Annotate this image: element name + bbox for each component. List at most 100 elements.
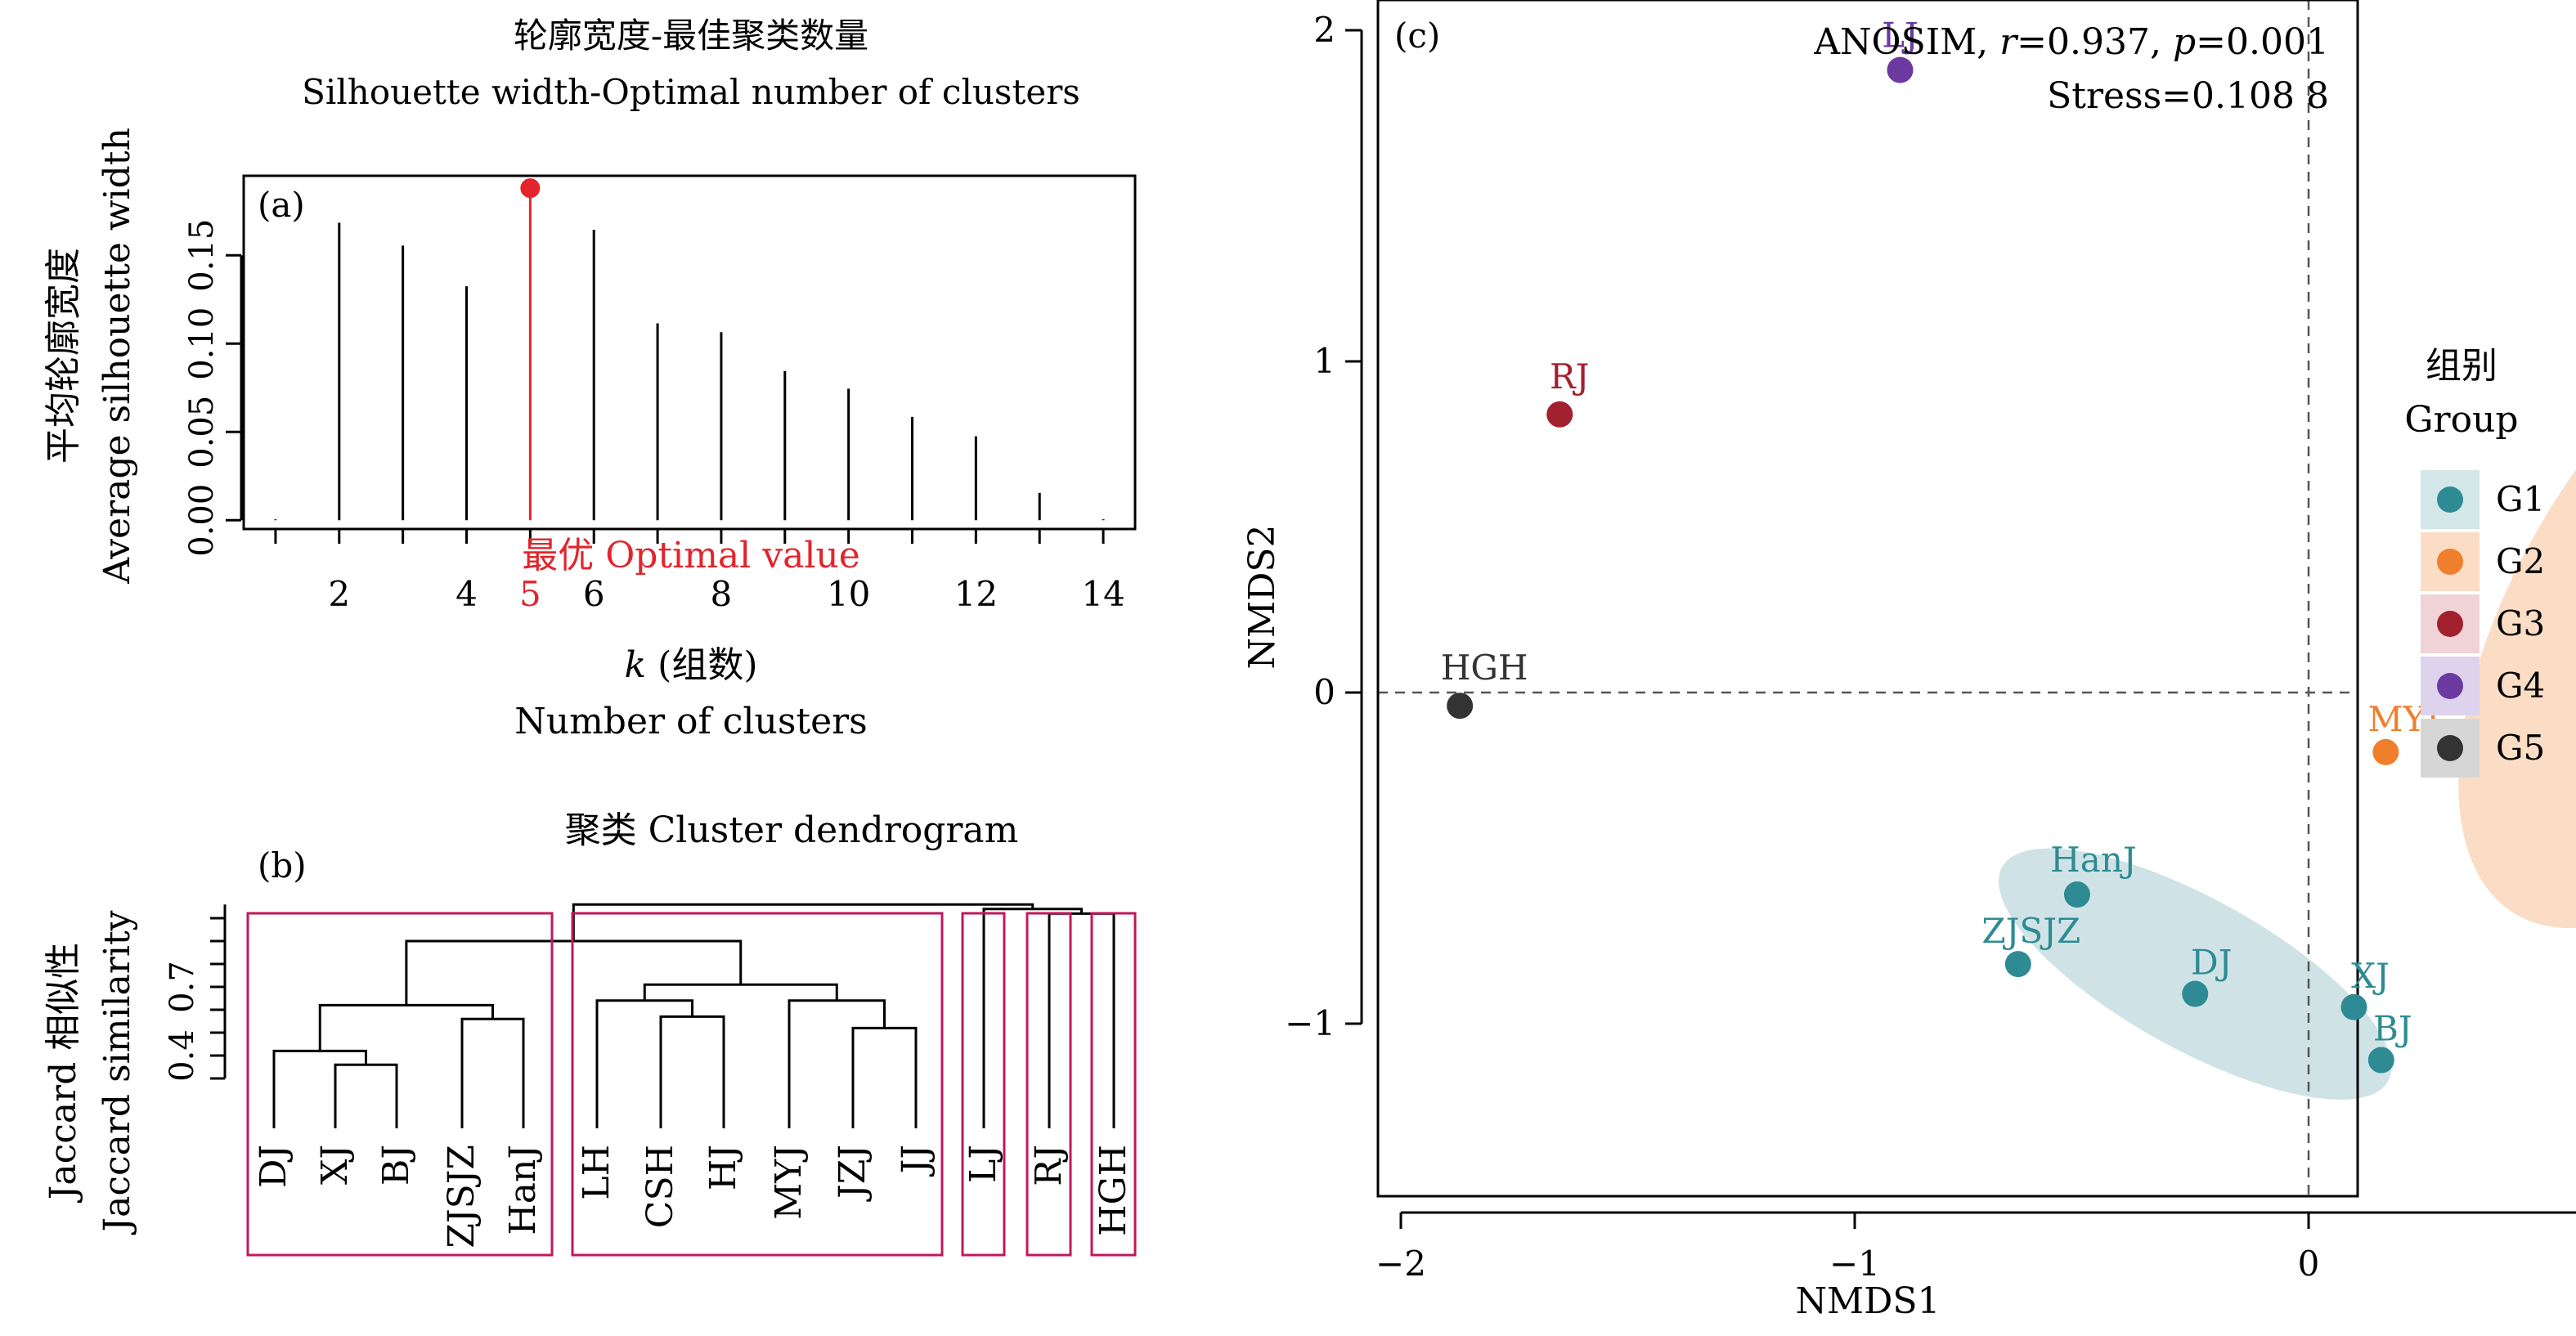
legend-title-en: Group xyxy=(2404,399,2518,441)
panel-c-stress: Stress=0.108 8 xyxy=(2047,75,2329,117)
legend-label-G5: G5 xyxy=(2496,728,2545,768)
panel-b-y-tick-label-0.7: 0.7 xyxy=(164,961,201,1013)
legend-title-cn: 组别 xyxy=(2426,345,2497,387)
leaf-label-DJ: DJ xyxy=(253,1145,294,1188)
panel-c-x-tick-label-0: −2 xyxy=(1376,1244,1426,1284)
point-MYJ xyxy=(2372,738,2399,765)
panel-c-points: HanJZJSJZDJXJBJLHHJCSHJJJZJMYJRJLJHGH xyxy=(1441,16,2439,1074)
optimal-point xyxy=(520,178,541,199)
point-label-BJ: BJ xyxy=(2373,1009,2412,1049)
legend-label-G1: G1 xyxy=(2496,479,2545,519)
point-LJ xyxy=(1887,56,1914,83)
point-BJ xyxy=(2367,1047,2394,1074)
panel-a: 轮廓宽度-最佳聚类数量 Silhouette width-Optimal num… xyxy=(43,16,1137,742)
panel-a-ylabel-en: Average silhouette width xyxy=(96,128,138,585)
panel-c-reference-lines xyxy=(1378,0,2358,1196)
point-label-RJ: RJ xyxy=(1550,356,1589,397)
panel-a-x-tick-label-14: 14 xyxy=(1081,574,1124,614)
cluster-box-4 xyxy=(1025,912,1072,1257)
leaf-label-BJ: BJ xyxy=(375,1145,417,1186)
point-label-DJ: DJ xyxy=(2191,943,2233,983)
point-label-HanJ: HanJ xyxy=(2050,840,2137,880)
legend-label-G2: G2 xyxy=(2496,541,2545,581)
panel-c-plot-frame xyxy=(1376,0,2359,1198)
panel-a-optimal-label: 最优 Optimal value xyxy=(522,535,860,576)
point-label-ZJSJZ: ZJSJZ xyxy=(1981,911,2080,951)
legend-swatch-G1 xyxy=(2437,486,2463,513)
leaf-label-RJ: RJ xyxy=(1028,1145,1070,1186)
point-label-XJ: XJ xyxy=(2351,956,2390,996)
leaf-label-HanJ: HanJ xyxy=(502,1145,544,1235)
panel-a-x-tick-label-2: 2 xyxy=(328,574,350,614)
panel-a-x-tick-label-6: 6 xyxy=(583,574,605,614)
panel-a-y-axis: 0.00 0.05 0.10 0.15 xyxy=(183,219,243,557)
panel-a-y-tick-label-0.10: 0.10 xyxy=(183,307,221,380)
legend-label-G4: G4 xyxy=(2496,666,2545,706)
panel-c-ylabel: NMDS2 xyxy=(1241,525,1283,670)
legend-label-G3: G3 xyxy=(2496,603,2545,643)
point-label-HGH: HGH xyxy=(1441,648,1528,688)
dendrogram-merge-8 xyxy=(788,999,886,1128)
panel-c-tag: (c) xyxy=(1394,16,1440,56)
panel-b-dendrogram xyxy=(272,903,1115,1128)
panel-c-y-tick-label-2: 0 xyxy=(1313,672,1335,712)
panel-b-y-tick-label-0.4: 0.4 xyxy=(164,1029,201,1082)
panel-a-x-axis: 2 4 6 8 10 12 14 5 xyxy=(274,527,1125,614)
panel-b-leaf-labels: DJ XJ BJ ZJSJZ HanJ LH CSH HJ MYJ JZJ JJ LJ RJ HGH xyxy=(253,1145,1134,1249)
panel-c-y-tick-label-0: 2 xyxy=(1313,10,1335,50)
panel-a-bars xyxy=(274,178,1105,521)
point-XJ xyxy=(2340,993,2367,1020)
point-ZJSJZ xyxy=(2004,951,2031,978)
panel-c-y-tick-label-3: −1 xyxy=(1285,1003,1335,1043)
panel-b-ylabel-cn: Jaccard 相似性 xyxy=(43,943,84,1204)
panel-c-x-tick-label-2: 0 xyxy=(2298,1244,2320,1284)
legend-swatch-G4 xyxy=(2437,673,2463,699)
dendrogram-merge-11 xyxy=(1048,912,1115,1128)
point-HGH xyxy=(1447,693,1474,720)
dendrogram-merge-4 xyxy=(318,1003,494,1051)
panel-a-x-tick-label-10: 10 xyxy=(827,574,870,614)
panel-a-x-tick-label-12: 12 xyxy=(954,574,998,614)
dendrogram-merge-13 xyxy=(572,903,1034,941)
leaf-label-LJ: LJ xyxy=(963,1145,1004,1183)
point-label-LJ: LJ xyxy=(1882,16,1919,56)
leaf-label-XJ: XJ xyxy=(314,1145,356,1185)
panel-b-group-boxes xyxy=(246,912,1137,1257)
cluster-box-3 xyxy=(961,912,1006,1257)
leaf-label-JZJ: JZJ xyxy=(832,1145,873,1202)
panel-a-tag: (a) xyxy=(258,185,305,225)
cluster-box-5 xyxy=(1090,912,1137,1257)
leaf-label-ZJSJZ: ZJSJZ xyxy=(441,1145,482,1249)
leaf-label-CSH: CSH xyxy=(640,1145,681,1228)
dendrogram-merge-9 xyxy=(643,983,838,1001)
panel-b-tag: (b) xyxy=(258,845,307,885)
leaf-label-HJ: HJ xyxy=(702,1145,744,1190)
panel-c-x-tick-label-1: −1 xyxy=(1829,1244,1880,1284)
ellipse-g1 xyxy=(1998,848,2392,1100)
panel-a-y-tick-label-0.15: 0.15 xyxy=(183,219,221,292)
leaf-label-HGH: HGH xyxy=(1093,1145,1134,1236)
leaf-label-JJ: JJ xyxy=(895,1145,936,1177)
cluster-box-2 xyxy=(571,912,944,1257)
point-RJ xyxy=(1546,401,1573,428)
dendrogram-merge-12 xyxy=(982,908,1083,1128)
panel-a-x-tick-label-8: 8 xyxy=(711,574,733,614)
panel-c-y-axis: 2 1 0 −1 xyxy=(1285,10,1363,1043)
panel-c-xlabel: NMDS1 xyxy=(1796,1280,1941,1322)
panel-a-optimal-tick-label: 5 xyxy=(519,574,541,614)
panel-b-y-axis: 0.40.7 xyxy=(164,904,227,1082)
dendrogram-merge-6 xyxy=(595,999,693,1128)
panel-c-anosim: ANOSIM, r=0.937, p=0.001 xyxy=(1813,21,2329,63)
panel-a-y-tick-label-0.00: 0.00 xyxy=(183,484,221,557)
cluster-box-1 xyxy=(246,912,554,1257)
panel-b: 聚类 Cluster dendrogram (b) 0.40.7 DJ XJ BJ Z… xyxy=(43,809,1137,1257)
panel-c-y-tick-label-1: 1 xyxy=(1313,341,1335,381)
legend-swatch-G2 xyxy=(2437,549,2463,575)
panel-a-plot-frame xyxy=(242,174,1137,531)
panel-a-x-tick-label-4: 4 xyxy=(456,574,478,614)
leaf-label-MYJ: MYJ xyxy=(768,1145,810,1220)
legend-swatch-G3 xyxy=(2437,611,2463,637)
